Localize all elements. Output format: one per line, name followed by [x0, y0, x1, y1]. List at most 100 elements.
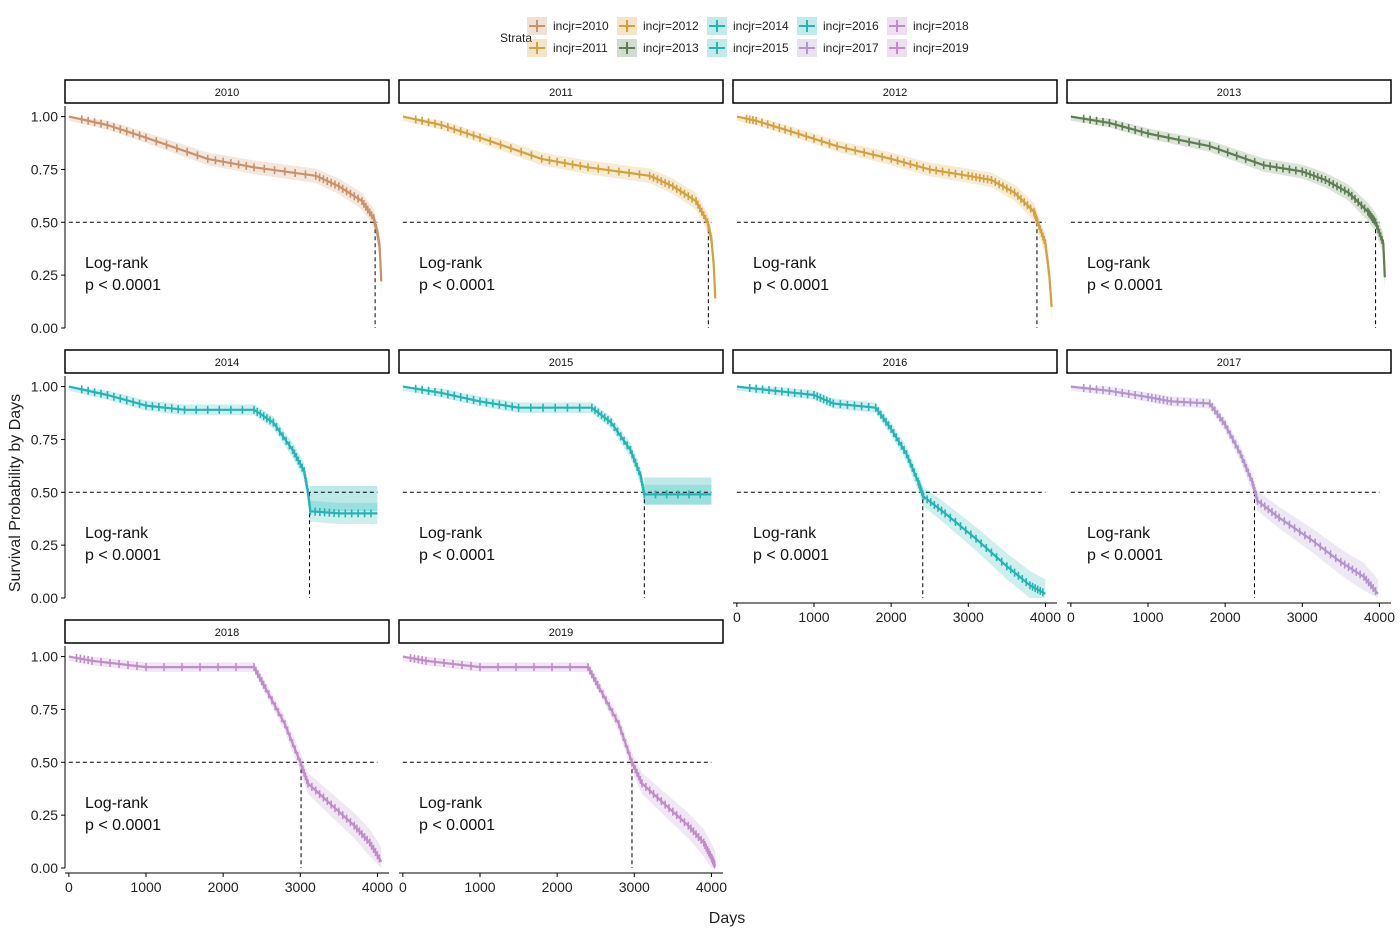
panel-strip — [1066, 79, 1392, 104]
y-axis-label: Survival Probability by Days — [7, 394, 24, 592]
legend-title: Strata — [500, 31, 532, 45]
panel-2012: 2012 Log-rank p < 0.0001 — [732, 79, 1058, 328]
legend-label: incjr=2016 — [823, 19, 879, 33]
y-tick-label: 0.25 — [31, 537, 58, 553]
logrank-annotation: Log-rank p < 0.0001 — [753, 525, 829, 564]
legend-item: incjr=2017 — [797, 39, 879, 57]
x-tick-label: 0 — [65, 879, 73, 895]
censor-marks — [75, 653, 381, 863]
censor-marks — [409, 653, 716, 869]
y-tick-label: 1.00 — [31, 109, 58, 125]
logrank-pvalue: p < 0.0001 — [419, 547, 495, 564]
logrank-pvalue: p < 0.0001 — [85, 817, 161, 834]
panel-strip — [732, 349, 1058, 374]
x-tick-label: 2000 — [542, 879, 573, 895]
x-tick-label: 0 — [733, 609, 741, 625]
y-tick-label: 0.25 — [31, 807, 58, 823]
y-tick-label: 0.25 — [31, 267, 58, 283]
legend-label: incjr=2012 — [643, 19, 699, 33]
y-tick-label: 0.50 — [31, 484, 58, 500]
confidence-ribbon — [68, 386, 378, 524]
legend-label: incjr=2018 — [913, 19, 969, 33]
censor-marks — [80, 115, 382, 280]
logrank-annotation: Log-rank p < 0.0001 — [1087, 255, 1163, 294]
logrank-label: Log-rank — [1087, 255, 1151, 272]
panel-title: 2015 — [549, 357, 573, 369]
legend-label: incjr=2010 — [553, 19, 609, 33]
panel-strip — [64, 79, 390, 104]
legend-item: incjr=2015 — [707, 39, 789, 57]
censor-marks — [1082, 383, 1377, 595]
panel-strip — [398, 349, 724, 374]
logrank-label: Log-rank — [419, 795, 483, 812]
x-tick-label: 3000 — [619, 879, 650, 895]
x-axis-label: Days — [709, 910, 745, 927]
x-tick-label: 1000 — [130, 879, 161, 895]
legend-item: incjr=2019 — [887, 39, 969, 57]
censor-marks — [80, 385, 372, 518]
logrank-pvalue: p < 0.0001 — [85, 277, 161, 294]
y-tick-label: 0.50 — [31, 214, 58, 230]
panel-title: 2014 — [215, 357, 239, 369]
panel-title: 2019 — [549, 627, 573, 639]
x-tick-label: 0 — [399, 879, 407, 895]
logrank-annotation: Log-rank p < 0.0001 — [419, 255, 495, 294]
logrank-pvalue: p < 0.0001 — [753, 547, 829, 564]
panel-title: 2011 — [549, 87, 573, 99]
logrank-annotation: Log-rank p < 0.0001 — [85, 525, 161, 564]
y-tick-label: 0.00 — [31, 320, 58, 336]
confidence-ribbon — [402, 116, 716, 312]
panel-2018: 2018 0.00 0.25 0.50 0.75 1.00 0 1000 2000 3000 400… — [31, 619, 393, 895]
x-tick-label: 1000 — [798, 609, 829, 625]
y-tick-label: 0.50 — [31, 754, 58, 770]
logrank-annotation: Log-rank p < 0.0001 — [1087, 525, 1163, 564]
confidence-ribbon — [1070, 386, 1378, 598]
logrank-label: Log-rank — [85, 795, 149, 812]
logrank-pvalue: p < 0.0001 — [85, 547, 161, 564]
logrank-label: Log-rank — [753, 525, 817, 542]
legend-item: incjr=2013 — [617, 39, 699, 57]
logrank-annotation: Log-rank p < 0.0001 — [753, 255, 829, 294]
panel-title: 2016 — [883, 357, 907, 369]
logrank-pvalue: p < 0.0001 — [1087, 277, 1163, 294]
legend-label: incjr=2017 — [823, 41, 879, 55]
logrank-label: Log-rank — [419, 525, 483, 542]
panel-strip — [64, 349, 390, 374]
y-tick-label: 0.00 — [31, 590, 58, 606]
logrank-annotation: Log-rank p < 0.0001 — [419, 525, 495, 564]
logrank-label: Log-rank — [85, 255, 149, 272]
x-tick-label: 2000 — [876, 609, 907, 625]
panel-2014: 2014 0.00 0.25 0.50 0.75 1.00 Log-rank p < 0.00… — [31, 349, 390, 606]
confidence-ribbon — [402, 386, 712, 504]
panel-2015: 2015 Log-rank p < 0.0001 — [398, 349, 724, 598]
y-tick-label: 0.75 — [31, 431, 58, 447]
x-tick-label: 2000 — [208, 879, 239, 895]
panel-strip — [64, 619, 390, 644]
x-tick-label: 3000 — [285, 879, 316, 895]
panel-title: 2010 — [215, 87, 239, 99]
panel-2016: 2016 0 1000 2000 3000 4000 Log-rank p < 0.0001 — [732, 349, 1061, 625]
x-tick-label: 3000 — [953, 609, 984, 625]
survival-curve — [402, 655, 717, 867]
censor-marks — [745, 114, 1053, 306]
legend-item: incjr=2018 — [887, 17, 969, 35]
panel-2010: 2010 0.00 0.25 0.50 0.75 1.00 Log-rank p < 0.00… — [31, 79, 390, 336]
x-tick-label: 4000 — [1030, 609, 1061, 625]
panel-2019: 2019 0 1000 2000 3000 4000 Log-rank p < 0.0001 — [398, 619, 727, 895]
x-tick-label: 3000 — [1287, 609, 1318, 625]
panel-strip — [398, 619, 724, 644]
x-tick-label: 0 — [1067, 609, 1075, 625]
y-tick-label: 1.00 — [31, 649, 58, 665]
x-tick-label: 1000 — [464, 879, 495, 895]
legend-item: incjr=2016 — [797, 17, 879, 35]
censor-marks — [414, 384, 702, 499]
logrank-pvalue: p < 0.0001 — [419, 277, 495, 294]
censor-marks — [1082, 114, 1386, 276]
legend-label: incjr=2019 — [913, 41, 969, 55]
logrank-pvalue: p < 0.0001 — [1087, 547, 1163, 564]
y-tick-label: 0.75 — [31, 701, 58, 717]
x-tick-label: 4000 — [362, 879, 393, 895]
panel-2013: 2013 Log-rank p < 0.0001 — [1066, 79, 1392, 328]
panel-title: 2017 — [1217, 357, 1241, 369]
logrank-pvalue: p < 0.0001 — [753, 277, 829, 294]
